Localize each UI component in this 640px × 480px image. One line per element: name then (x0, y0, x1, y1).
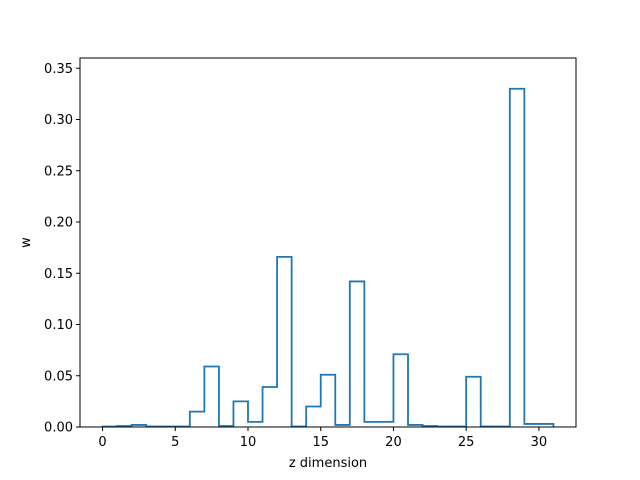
y-tick-label: 0.15 (44, 267, 73, 282)
x-axis-label: z dimension (289, 456, 367, 471)
y-tick-label: 0.05 (44, 369, 73, 384)
x-tick-label: 0 (98, 435, 106, 450)
y-tick-label: 0.25 (44, 164, 73, 179)
axes-frame (79, 57, 577, 428)
y-tick-label: 0.00 (44, 421, 73, 436)
y-tick-label: 0.20 (44, 216, 73, 231)
x-tick-label: 10 (240, 435, 257, 450)
y-axis-label: w (19, 237, 34, 248)
x-tick-label: 15 (312, 435, 329, 450)
y-tick-label: 0.10 (44, 318, 73, 333)
x-tick-label: 20 (385, 435, 402, 450)
y-tick-label: 0.30 (44, 113, 73, 128)
y-tick-label: 0.35 (44, 62, 73, 77)
x-axis-ticks: 0 5 10 15 20 25 30 (98, 427, 547, 450)
x-tick-label: 25 (458, 435, 475, 450)
x-tick-label: 30 (531, 435, 548, 450)
x-tick-label: 5 (171, 435, 179, 450)
y-axis-ticks: 0.00 0.05 0.10 0.15 0.20 0.25 0.30 0.35 (44, 62, 80, 436)
plot-area (101, 87, 555, 428)
histogram-series (101, 87, 555, 428)
